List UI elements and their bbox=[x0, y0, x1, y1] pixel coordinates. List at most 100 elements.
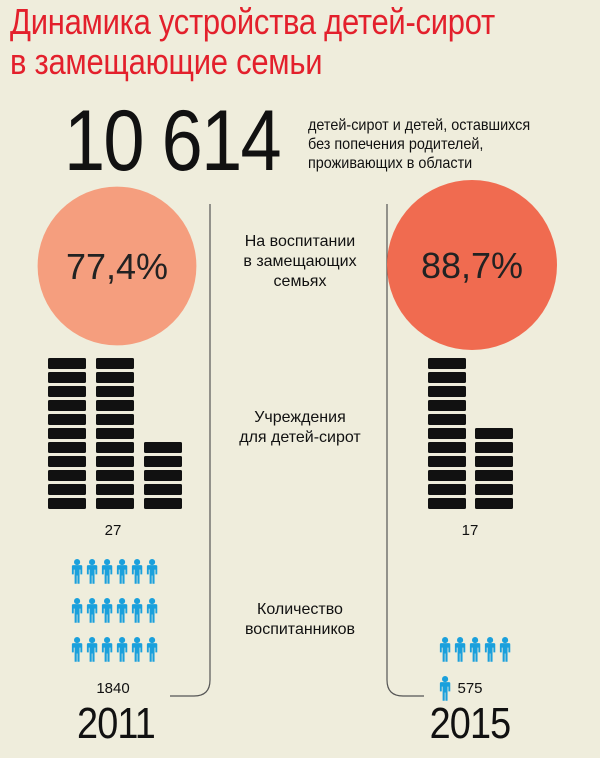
institutions-label: Учреждения для детей-сирот bbox=[215, 408, 385, 448]
chart-title: Динамика устройства детей-сирот в замеща… bbox=[10, 2, 509, 82]
foster-label-line1: На воспитании bbox=[244, 233, 356, 250]
pupils-2011-value: 1840 bbox=[96, 680, 130, 697]
foster-share-circles: 77,4% 88,7% bbox=[37, 180, 557, 350]
pupils-2015-value: 575 bbox=[457, 680, 483, 697]
foster-share-label-2011: 77,4% bbox=[66, 246, 168, 287]
institution-brick bbox=[48, 498, 86, 509]
person-icon bbox=[101, 598, 113, 623]
person-icon bbox=[71, 637, 83, 662]
year-2015: 2015 bbox=[429, 699, 512, 748]
chart-title-line1: Динамика устройства детей-сирот bbox=[10, 1, 495, 42]
foster-label-line2: в замещающих bbox=[243, 253, 357, 270]
person-icon bbox=[439, 676, 451, 701]
institution-brick bbox=[428, 442, 466, 453]
person-icon bbox=[86, 637, 98, 662]
institution-brick bbox=[428, 456, 466, 467]
institution-brick bbox=[428, 372, 466, 383]
institution-brick bbox=[96, 484, 134, 495]
person-icon bbox=[131, 637, 143, 662]
person-icon bbox=[71, 559, 83, 584]
year-2011: 2011 bbox=[77, 699, 156, 748]
person-icon bbox=[116, 598, 128, 623]
total-children-description: детей-сирот и детей, оставшихся без попе… bbox=[308, 116, 569, 173]
institution-brick bbox=[428, 358, 466, 369]
person-icon bbox=[116, 559, 128, 584]
pupils-label-line2: воспитанников bbox=[244, 621, 356, 638]
institution-brick bbox=[48, 414, 86, 425]
year-divider-lines bbox=[170, 204, 424, 697]
institution-brick bbox=[428, 470, 466, 481]
person-icon bbox=[131, 598, 143, 623]
institution-brick bbox=[96, 456, 134, 467]
foster-label-line3: семьях bbox=[273, 273, 327, 290]
pupils-label-line1: Количество bbox=[257, 601, 343, 618]
institution-brick bbox=[96, 358, 134, 369]
institution-brick bbox=[428, 400, 466, 411]
person-icon bbox=[469, 637, 481, 662]
pupil-icons bbox=[71, 559, 511, 701]
institution-brick bbox=[475, 456, 513, 467]
institution-brick bbox=[475, 442, 513, 453]
foster-circle-2015 bbox=[387, 180, 557, 350]
institution-brick bbox=[48, 456, 86, 467]
institution-brick bbox=[144, 484, 182, 495]
institution-brick bbox=[428, 428, 466, 439]
total-desc-line3: проживающих в области bbox=[308, 155, 473, 172]
person-icon bbox=[146, 598, 158, 623]
divider-line-2015 bbox=[386, 204, 424, 697]
institution-brick bbox=[475, 498, 513, 509]
institution-brick bbox=[475, 484, 513, 495]
institution-brick bbox=[96, 400, 134, 411]
institution-brick bbox=[48, 358, 86, 369]
total-desc-line1: детей-сирот и детей, оставшихся bbox=[308, 117, 531, 134]
institution-brick bbox=[96, 470, 134, 481]
institutions-2011-value: 27 bbox=[104, 522, 122, 539]
institution-brick bbox=[96, 442, 134, 453]
institution-brick bbox=[48, 386, 86, 397]
institution-brick bbox=[48, 484, 86, 495]
institution-bricks bbox=[48, 358, 513, 509]
person-icon bbox=[131, 559, 143, 584]
foster-share-label-2015: 88,7% bbox=[421, 245, 523, 286]
institution-brick bbox=[428, 498, 466, 509]
person-icon bbox=[101, 559, 113, 584]
person-icon bbox=[439, 637, 451, 662]
institutions-label-line2: для детей-сирот bbox=[239, 429, 361, 446]
institution-brick bbox=[48, 428, 86, 439]
total-children-value: 10 614 bbox=[64, 93, 282, 189]
person-icon bbox=[101, 637, 113, 662]
institution-brick bbox=[96, 498, 134, 509]
institution-brick bbox=[96, 414, 134, 425]
institution-brick bbox=[48, 470, 86, 481]
person-icon bbox=[146, 637, 158, 662]
foster-label: На воспитании в замещающих семьях bbox=[215, 232, 385, 292]
person-icon bbox=[146, 559, 158, 584]
person-icon bbox=[86, 559, 98, 584]
institution-brick bbox=[144, 470, 182, 481]
person-icon bbox=[484, 637, 496, 662]
institutions-label-line1: Учреждения bbox=[254, 409, 346, 426]
total-desc-line2: без попечения родителей, bbox=[308, 136, 484, 153]
person-icon bbox=[499, 637, 511, 662]
person-icon bbox=[86, 598, 98, 623]
institution-brick bbox=[96, 372, 134, 383]
institution-brick bbox=[48, 372, 86, 383]
institution-brick bbox=[48, 442, 86, 453]
person-icon bbox=[71, 598, 83, 623]
institution-brick bbox=[475, 428, 513, 439]
institution-brick bbox=[144, 456, 182, 467]
institution-brick bbox=[144, 498, 182, 509]
divider-line-2011 bbox=[170, 204, 211, 697]
institution-brick bbox=[428, 386, 466, 397]
person-icon bbox=[454, 637, 466, 662]
institution-brick bbox=[96, 428, 134, 439]
institution-brick bbox=[428, 414, 466, 425]
institution-brick bbox=[48, 400, 86, 411]
foster-circle-2011 bbox=[37, 186, 197, 346]
chart-title-line2: в замещающие семьи bbox=[10, 41, 323, 82]
institution-brick bbox=[475, 470, 513, 481]
pupils-label: Количество воспитанников bbox=[215, 600, 385, 640]
institution-brick bbox=[144, 442, 182, 453]
person-icon bbox=[116, 637, 128, 662]
